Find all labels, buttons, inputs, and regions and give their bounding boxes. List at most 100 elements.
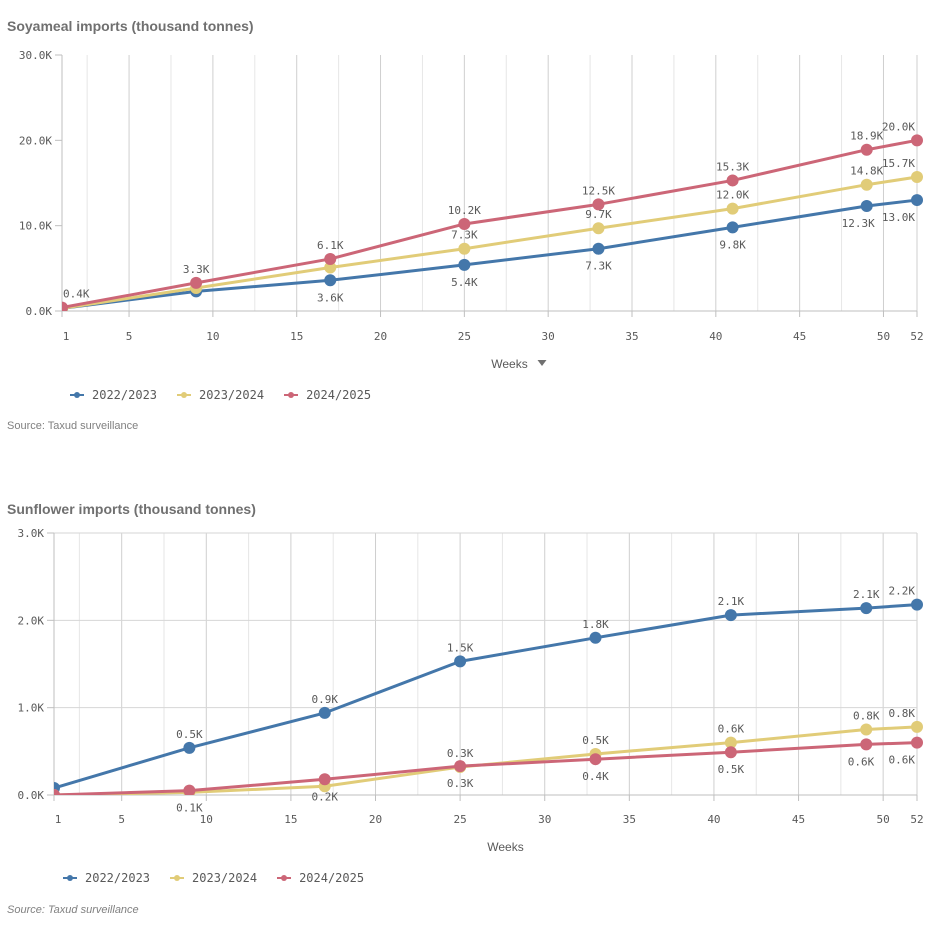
data-label: 6.1K	[317, 239, 344, 252]
data-point	[454, 760, 467, 773]
data-label: 0.2K	[311, 790, 338, 803]
legend-soyameal: 2022/2023 2023/2024 2024/2025	[70, 388, 371, 402]
data-point	[454, 655, 467, 668]
data-label: 0.9K	[311, 693, 338, 706]
y-tick-label: 10.0K	[19, 220, 52, 233]
data-label: 9.8K	[719, 238, 746, 251]
data-point	[458, 242, 471, 255]
data-point	[724, 609, 737, 622]
source-note-sunflower: Source: Taxud surveillance	[7, 904, 139, 916]
data-point	[860, 723, 873, 736]
data-label: 0.8K	[853, 710, 880, 723]
data-point	[589, 631, 602, 644]
data-label: 1.5K	[447, 641, 474, 654]
x-tick-label: 45	[793, 330, 806, 343]
data-label: 0.3K	[447, 777, 474, 790]
legend-marker-icon	[70, 392, 84, 398]
legend-item-2023-2024[interactable]: 2023/2024	[170, 871, 257, 885]
grid	[54, 532, 918, 796]
data-point	[589, 753, 602, 766]
legend-item-2022-2023[interactable]: 2022/2023	[63, 871, 150, 885]
data-label: 0.5K	[718, 763, 745, 776]
x-tick-label: 30	[538, 813, 551, 826]
data-label: 3.6K	[317, 291, 344, 304]
x-axis-title[interactable]: Weeks	[491, 357, 527, 371]
x-tick-label: 1	[55, 813, 62, 826]
x-tick-label: 40	[709, 330, 722, 343]
data-label: 2.1K	[853, 588, 880, 601]
data-point	[860, 178, 873, 191]
data-point	[324, 252, 337, 265]
chart-title-sunflower: Sunflower imports (thousand tonnes)	[7, 501, 256, 517]
data-point	[592, 198, 605, 211]
data-label: 5.4K	[451, 276, 478, 289]
data-point	[860, 602, 873, 615]
series-line-2024-2025	[54, 741, 918, 795]
chevron-down-icon[interactable]	[537, 360, 547, 366]
x-tick-label: 25	[458, 330, 471, 343]
legend-label: 2023/2024	[192, 871, 258, 885]
data-label: 14.8K	[850, 165, 883, 178]
legend-item-2024-2025[interactable]: 2024/2025	[284, 388, 371, 402]
data-point	[318, 773, 331, 786]
legend-item-2023-2024[interactable]: 2023/2024	[177, 388, 264, 402]
data-label: 7.3K	[585, 260, 612, 273]
legend-marker-icon	[284, 392, 299, 398]
x-tick-label: 20	[374, 330, 387, 343]
y-tick-label: 2.0K	[18, 614, 45, 627]
y-tick-label: 30.0K	[19, 49, 52, 62]
data-label: 0.6K	[848, 755, 875, 768]
data-label: 0.6K	[889, 754, 916, 767]
data-label: 10.2K	[448, 204, 481, 217]
x-tick-label: 15	[290, 330, 303, 343]
data-point	[911, 194, 923, 207]
data-point	[911, 171, 923, 184]
data-label: 0.4K	[63, 288, 90, 301]
grid	[62, 55, 918, 312]
x-tick-label: 50	[877, 813, 890, 826]
x-tick-label: 40	[707, 813, 720, 826]
x-tick-label: 50	[877, 330, 890, 343]
data-point	[726, 202, 739, 215]
source-note-soyameal: Source: Taxud surveillance	[7, 420, 139, 432]
x-tick-label: 10	[206, 330, 219, 343]
data-label: 18.9K	[850, 130, 883, 143]
data-label: 0.4K	[582, 770, 609, 783]
data-label: 0.3K	[447, 747, 474, 760]
legend-item-2022-2023[interactable]: 2022/2023	[70, 388, 157, 402]
y-tick-label: 20.0K	[19, 134, 52, 147]
data-label: 0.1K	[176, 802, 203, 815]
x-tick-label: 1	[63, 330, 70, 343]
y-tick-label: 3.0K	[18, 527, 45, 540]
y-tick-label: 0.0K	[18, 789, 45, 802]
data-point	[54, 789, 60, 795]
legend-label: 2024/2025	[299, 871, 365, 885]
data-point	[62, 301, 68, 311]
x-tick-label: 52	[910, 813, 923, 826]
series-line-2024-2025	[62, 138, 918, 310]
x-tick-label: 25	[453, 813, 466, 826]
plot-area	[62, 134, 923, 311]
data-point	[911, 736, 923, 749]
legend-label: 2023/2024	[199, 388, 265, 402]
data-point	[860, 200, 873, 213]
x-tick-label: 5	[118, 813, 125, 826]
data-point	[911, 720, 923, 733]
plot-area	[54, 598, 923, 795]
series-line-2022-2023	[62, 198, 918, 310]
series-line-2023-2024	[62, 175, 918, 310]
y-tick-label: 0.0K	[26, 305, 53, 318]
x-tick-label: 35	[623, 813, 636, 826]
data-point	[911, 134, 923, 147]
data-point	[324, 274, 337, 287]
data-label: 0.8K	[889, 707, 916, 720]
legend-label: 2022/2023	[85, 871, 151, 885]
legend-label: 2022/2023	[92, 388, 158, 402]
data-label: 12.3K	[842, 217, 875, 230]
data-point	[726, 174, 739, 187]
data-point	[190, 276, 203, 289]
legend-item-2024-2025[interactable]: 2024/2025	[277, 871, 364, 885]
data-label: 20.0K	[882, 120, 915, 133]
data-label: 3.3K	[183, 263, 210, 276]
data-label: 12.5K	[582, 184, 615, 197]
